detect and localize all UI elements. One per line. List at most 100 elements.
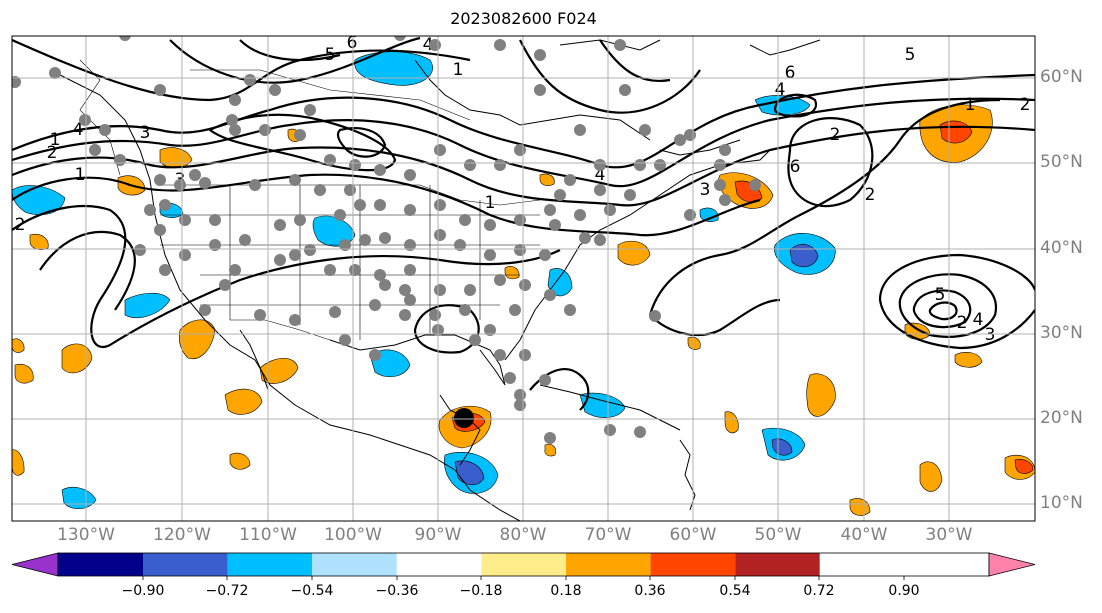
- longitude-label: 50°W: [754, 525, 802, 545]
- station-marker: [434, 229, 446, 241]
- contour-label: 5: [905, 45, 916, 65]
- anomaly-patch: [954, 352, 983, 368]
- contour-lines: [12, 36, 1035, 411]
- station-marker: [404, 294, 416, 306]
- station-marker: [354, 199, 366, 211]
- longitude-label: 40°W: [840, 525, 888, 545]
- station-marker: [594, 159, 606, 171]
- contour-label: 4: [73, 120, 84, 140]
- colorbar-tick-label: 0.36: [634, 583, 666, 599]
- station-marker: [226, 114, 238, 126]
- anomaly-patch: [539, 173, 555, 186]
- colorbar-tick-label: −0.36: [375, 583, 419, 599]
- station-marker: [519, 349, 531, 361]
- anomaly-patch: [229, 452, 251, 470]
- station-marker: [334, 209, 346, 221]
- colorbar-bin: [481, 553, 566, 576]
- colorbar-tick-label: 0.90: [888, 583, 920, 599]
- colorbar: [11, 552, 1036, 580]
- colorbar-extend-low: [11, 552, 59, 577]
- contour-label: 2: [830, 125, 841, 145]
- station-marker: [434, 144, 446, 156]
- station-marker: [464, 159, 476, 171]
- longitude-label: 90°W: [414, 525, 462, 545]
- anomaly-patch: [61, 487, 97, 509]
- station-marker: [624, 189, 636, 201]
- contour-label: 5: [935, 285, 946, 305]
- station-marker: [179, 249, 191, 261]
- contour-label: 2: [15, 215, 26, 235]
- station-marker: [494, 159, 506, 171]
- contour-label: 4: [423, 35, 434, 55]
- station-marker: [144, 204, 156, 216]
- anomaly-patch: [579, 392, 626, 418]
- station-marker: [574, 124, 586, 136]
- station-marker: [719, 144, 731, 156]
- contour-label: 1: [965, 95, 976, 115]
- anomaly-patch: [771, 438, 793, 456]
- station-marker: [554, 189, 566, 201]
- station-marker: [749, 179, 761, 191]
- station-marker: [539, 249, 551, 261]
- latitude-label: 40°N: [1040, 238, 1083, 258]
- anomaly-patch: [61, 343, 93, 374]
- station-marker: [564, 174, 576, 186]
- station-marker: [259, 124, 271, 136]
- colorbar-tick-label: 0.54: [719, 583, 751, 599]
- station-marker: [549, 219, 561, 231]
- station-marker: [459, 214, 471, 226]
- station-marker: [79, 114, 91, 126]
- station-marker: [339, 334, 351, 346]
- station-marker: [484, 324, 496, 336]
- station-marker: [684, 209, 696, 221]
- station-marker: [634, 159, 646, 171]
- longitude-label: 30°W: [925, 525, 973, 545]
- station-marker: [114, 154, 126, 166]
- station-marker: [304, 104, 316, 116]
- station-marker: [374, 269, 386, 281]
- station-marker: [614, 39, 626, 51]
- station-marker: [179, 214, 191, 226]
- station-marker: [159, 264, 171, 276]
- station-marker: [209, 214, 221, 226]
- station-marker: [719, 194, 731, 206]
- colorbar-bin: [143, 553, 228, 576]
- station-marker: [494, 349, 506, 361]
- station-marker: [99, 124, 111, 136]
- colorbar-tick-label: −0.54: [290, 583, 334, 599]
- station-marker: [209, 239, 221, 251]
- station-marker: [289, 249, 301, 261]
- station-marker: [399, 309, 411, 321]
- station-marker: [514, 389, 526, 401]
- station-marker: [374, 199, 386, 211]
- station-marker: [594, 184, 606, 196]
- contour-label: 4: [595, 165, 606, 185]
- longitude-label: 130°W: [57, 525, 115, 545]
- station-marker: [154, 174, 166, 186]
- station-marker: [159, 199, 171, 211]
- station-marker: [399, 284, 411, 296]
- station-marker: [404, 169, 416, 181]
- anomaly-patch: [12, 449, 25, 476]
- station-marker: [274, 219, 286, 231]
- contour-label: 4: [775, 80, 786, 100]
- station-marker: [359, 234, 371, 246]
- station-marker: [514, 214, 526, 226]
- anomaly-patch: [789, 244, 819, 268]
- colorbar-tick-label: 0.72: [803, 583, 835, 599]
- anomaly-patch: [699, 207, 719, 222]
- latitude-label: 30°N: [1040, 323, 1083, 343]
- storm-center-marker: [454, 408, 474, 428]
- latitude-label: 10°N: [1040, 493, 1083, 513]
- station-marker: [509, 304, 521, 316]
- station-marker: [229, 124, 241, 136]
- station-marker: [134, 244, 146, 256]
- station-marker: [274, 254, 286, 266]
- longitude-label: 80°W: [499, 525, 547, 545]
- station-marker: [12, 76, 21, 88]
- contour-label: 2: [865, 185, 876, 205]
- station-marker: [594, 234, 606, 246]
- station-marker: [324, 154, 336, 166]
- station-marker: [339, 239, 351, 251]
- station-marker: [269, 84, 281, 96]
